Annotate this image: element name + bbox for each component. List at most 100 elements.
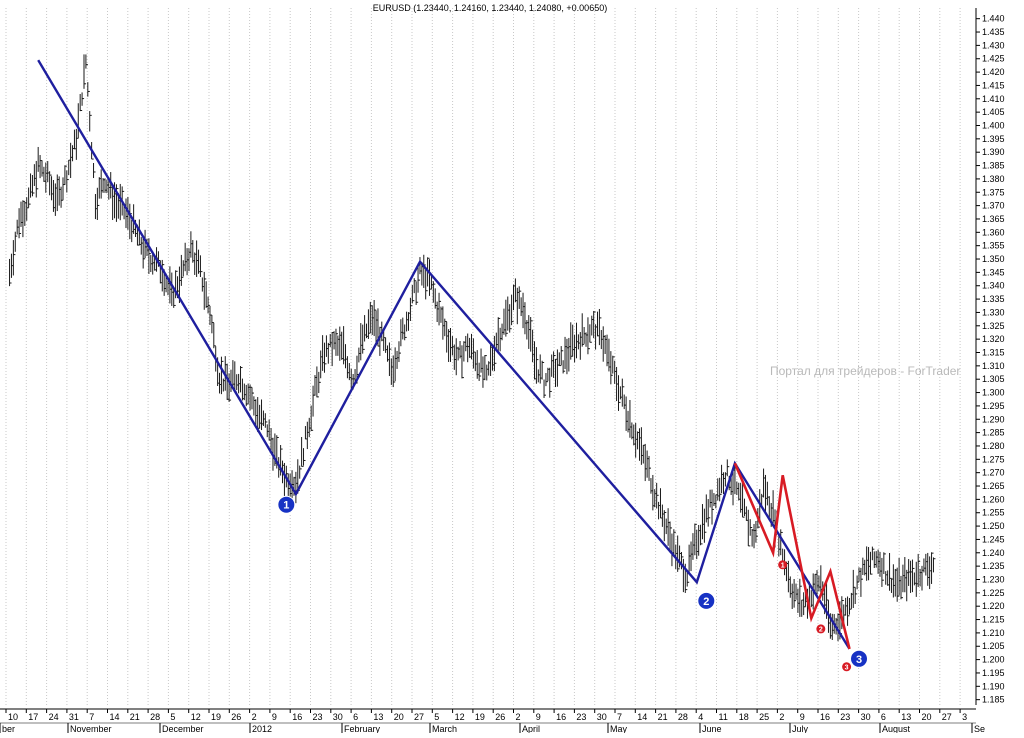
x-tick-label: 12	[455, 712, 465, 722]
y-tick-label: 1.250	[982, 521, 1005, 531]
wave-marker-circle	[697, 591, 716, 610]
wave-marker-label: 1	[781, 562, 785, 569]
y-tick-label: 1.435	[982, 27, 1005, 37]
y-tick-label: 1.265	[982, 481, 1005, 491]
y-tick-label: 1.340	[982, 281, 1005, 291]
x-tick-label: 18	[739, 712, 749, 722]
chart-title: EURUSD (1.23440, 1.24160, 1.23440, 1.240…	[373, 3, 607, 13]
x-tick-label: 21	[130, 712, 140, 722]
month-label: November	[70, 724, 112, 733]
x-tick-label: 23	[313, 712, 323, 722]
wave-marker-major: 3	[850, 649, 869, 668]
x-tick-label: 3	[962, 712, 967, 722]
x-tick-label: 30	[597, 712, 607, 722]
y-tick-label: 1.315	[982, 347, 1005, 357]
x-tick-label: 11	[719, 712, 728, 722]
month-label: June	[702, 724, 722, 733]
y-tick-label: 1.195	[982, 668, 1005, 678]
y-tick-label: 1.290	[982, 414, 1005, 424]
wave-line-minor	[733, 462, 851, 650]
month-label: May	[610, 724, 628, 733]
wave-marker-circle	[816, 624, 826, 634]
y-tick-label: 1.335	[982, 294, 1005, 304]
x-tick-label: 26	[231, 712, 241, 722]
x-tick-label: 9	[800, 712, 805, 722]
y-tick-label: 1.325	[982, 321, 1005, 331]
y-tick-label: 1.425	[982, 54, 1005, 64]
price-bars	[9, 54, 936, 642]
y-axis-ticks: 1.440 1.435 1.430 1.425 1.420 1.415 1.410 1.405…	[976, 14, 1005, 705]
y-tick-label: 1.200	[982, 655, 1005, 665]
month-label: July	[792, 724, 809, 733]
y-tick-label: 1.365	[982, 214, 1005, 224]
wave-marker-label: 1	[283, 500, 289, 512]
wave-marker-circle	[842, 662, 852, 672]
wave-marker-major: 2	[697, 591, 716, 610]
y-tick-label: 1.215	[982, 615, 1005, 625]
y-tick-label: 1.210	[982, 628, 1005, 638]
y-tick-label: 1.275	[982, 454, 1005, 464]
x-tick-label: 9	[536, 712, 541, 722]
wave-marker-minor: 2	[816, 624, 826, 634]
x-tick-label: 6	[353, 712, 358, 722]
wave-marker-major: 1	[277, 495, 296, 514]
y-tick-label: 1.420	[982, 67, 1005, 77]
x-tick-label: 16	[292, 712, 302, 722]
x-tick-label: 17	[28, 712, 38, 722]
x-tick-label: 23	[840, 712, 850, 722]
wave-marker-circle	[850, 649, 869, 668]
x-tick-label: 23	[576, 712, 586, 722]
x-tick-label: 30	[333, 712, 343, 722]
x-tick-label: 28	[678, 712, 688, 722]
y-tick-label: 1.440	[982, 14, 1005, 24]
y-tick-label: 1.205	[982, 641, 1005, 651]
wave-line-major	[37, 59, 851, 650]
wave-marker-circle	[778, 560, 788, 570]
x-tick-label: 2	[516, 712, 521, 722]
watermark-text: Портал для трейдеров - ForTrader	[770, 364, 960, 378]
x-tick-label: 2	[779, 712, 784, 722]
x-tick-label: 16	[556, 712, 566, 722]
y-tick-label: 1.405	[982, 107, 1005, 117]
y-tick-label: 1.240	[982, 548, 1005, 558]
x-tick-label: 19	[475, 712, 485, 722]
x-tick-label: 5	[170, 712, 175, 722]
x-tick-label: 2	[252, 712, 257, 722]
y-tick-label: 1.280	[982, 441, 1005, 451]
x-tick-label: 5	[434, 712, 439, 722]
x-tick-label: 27	[942, 712, 952, 722]
wave-marker-minor: 1	[778, 560, 788, 570]
x-tick-label: 14	[110, 712, 120, 722]
y-tick-label: 1.185	[982, 695, 1005, 705]
y-tick-label: 1.400	[982, 121, 1005, 131]
x-tick-label: 4	[698, 712, 703, 722]
y-tick-label: 1.270	[982, 468, 1005, 478]
x-tick-label: 7	[89, 712, 94, 722]
x-tick-label: 25	[759, 712, 769, 722]
y-tick-label: 1.390	[982, 147, 1005, 157]
x-tick-label: 9	[272, 712, 277, 722]
y-tick-label: 1.360	[982, 227, 1005, 237]
x-tick-label: 12	[191, 712, 201, 722]
y-tick-label: 1.225	[982, 588, 1005, 598]
y-tick-label: 1.230	[982, 574, 1005, 584]
x-tick-label: 14	[637, 712, 647, 722]
y-tick-label: 1.370	[982, 201, 1005, 211]
x-tick-label: 6	[881, 712, 886, 722]
y-tick-label: 1.295	[982, 401, 1005, 411]
y-tick-label: 1.260	[982, 494, 1005, 504]
x-tick-label: 21	[658, 712, 668, 722]
y-tick-label: 1.375	[982, 187, 1005, 197]
y-tick-label: 1.320	[982, 334, 1005, 344]
wave-marker-label: 3	[856, 654, 862, 666]
y-tick-label: 1.235	[982, 561, 1005, 571]
x-tick-label: 31	[69, 712, 79, 722]
x-tick-label: 16	[820, 712, 830, 722]
wave-marker-label: 3	[845, 664, 849, 671]
x-tick-label: 28	[150, 712, 160, 722]
month-label: December	[162, 724, 204, 733]
month-label: February	[344, 724, 381, 733]
x-tick-label: 24	[49, 712, 59, 722]
wave-marker-minor: 3	[842, 662, 852, 672]
y-tick-label: 1.305	[982, 374, 1005, 384]
